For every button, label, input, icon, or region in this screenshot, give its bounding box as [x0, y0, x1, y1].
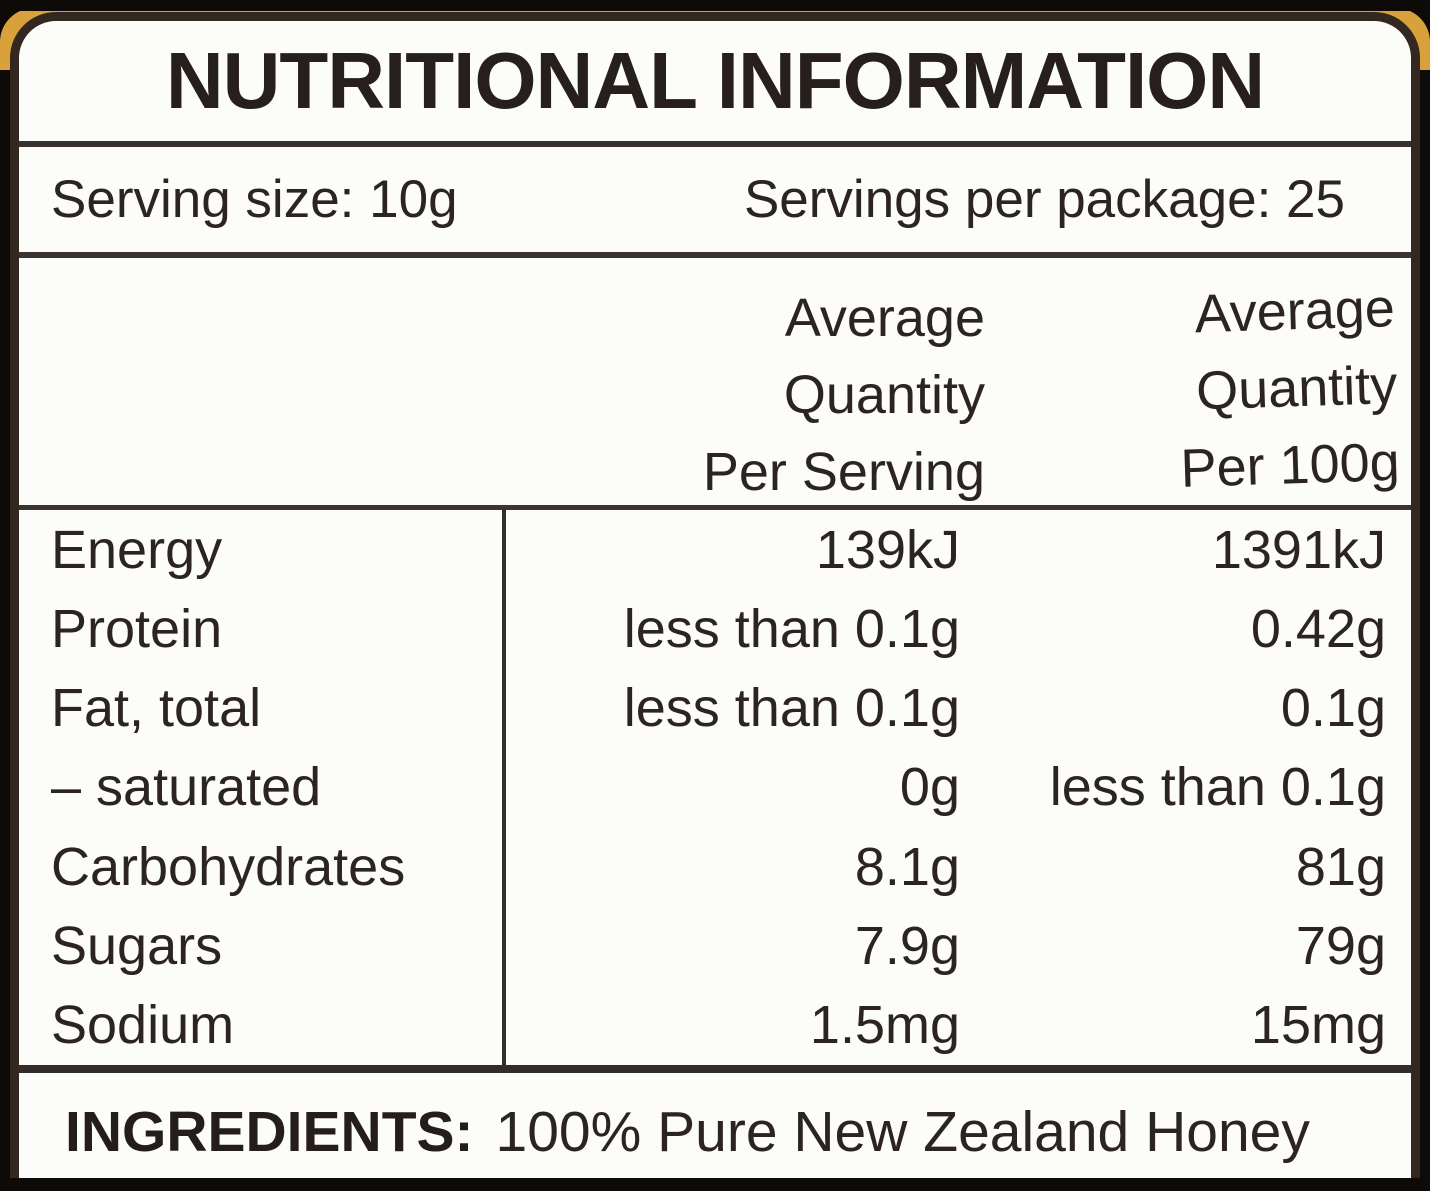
- value-per-serving: 139kJ: [815, 519, 960, 580]
- photo-crop-top-bar: [0, 0, 1430, 11]
- ingredients-label: INGREDIENTS:: [65, 1100, 474, 1164]
- servings-per-package-text: Servings per package: 25: [743, 170, 1345, 229]
- nutrient-name: Carbohydrates: [51, 836, 406, 897]
- ingredients-section: INGREDIENTS: 100% Pure New Zealand Honey: [19, 1073, 1411, 1191]
- header-line: Quantity: [783, 365, 985, 425]
- value-per-serving: 7.9g: [854, 916, 960, 977]
- nutrient-name: Sugars: [51, 916, 223, 977]
- column-headers-section: Average Quantity Per Serving Average Qua…: [19, 258, 1411, 510]
- nutrient-name: Energy: [51, 519, 223, 580]
- value-per-100g: 15mg: [1250, 995, 1386, 1056]
- value-per-serving: 8.1g: [854, 836, 960, 897]
- photo-crop-bottom-bar: [0, 1178, 1430, 1191]
- column-divider-line: [502, 510, 506, 1065]
- nutrient-name: Protein: [51, 598, 223, 659]
- header-line: Per 100g: [1179, 431, 1401, 499]
- value-per-100g: 0.1g: [1280, 678, 1386, 739]
- nutrient-table: Energy 139kJ 1391kJ Protein less than 0.…: [19, 510, 1411, 1073]
- header-line: Quantity: [1195, 355, 1398, 422]
- serving-info-section: Serving size: 10g Servings per package: …: [19, 147, 1411, 258]
- table-row-sodium: Sodium 1.5mg 15mg: [19, 986, 1411, 1065]
- value-per-100g: less than 0.1g: [1049, 757, 1386, 818]
- title-section: NUTRITIONAL INFORMATION: [19, 21, 1411, 147]
- value-per-serving: less than 0.1g: [623, 678, 960, 739]
- nutrient-name: Sodium: [51, 995, 235, 1056]
- value-per-100g: 1391kJ: [1211, 519, 1386, 580]
- value-per-100g: 79g: [1295, 916, 1386, 977]
- header-line: Per Serving: [702, 442, 985, 502]
- value-per-serving: 0g: [899, 757, 960, 818]
- value-per-100g: 81g: [1295, 836, 1386, 897]
- value-per-serving: 1.5mg: [809, 995, 960, 1056]
- nutrient-name: Fat, total: [51, 678, 262, 739]
- ingredients-value: 100% Pure New Zealand Honey: [495, 1100, 1310, 1164]
- table-row-fat-total: Fat, total less than 0.1g 0.1g: [19, 669, 1411, 748]
- table-row-carbohydrates: Carbohydrates 8.1g 81g: [19, 827, 1411, 906]
- table-row-saturated-fat: – saturated 0g less than 0.1g: [19, 748, 1411, 827]
- column-header-per-serving: Average Quantity Per Serving: [703, 280, 985, 511]
- table-row-energy: Energy 139kJ 1391kJ: [19, 510, 1411, 589]
- header-line: Average: [1193, 278, 1396, 345]
- table-row-sugars: Sugars 7.9g 79g: [19, 906, 1411, 985]
- value-per-100g: 0.42g: [1250, 598, 1386, 659]
- nutrient-name: – saturated: [51, 757, 322, 818]
- header-line: Average: [784, 288, 985, 348]
- table-row-protein: Protein less than 0.1g 0.42g: [19, 589, 1411, 668]
- serving-size-text: Serving size: 10g: [51, 170, 458, 229]
- column-header-per-100g: Average Quantity Per 100g: [1174, 270, 1400, 508]
- nutrition-information-panel: NUTRITIONAL INFORMATION Serving size: 10…: [10, 12, 1420, 1191]
- value-per-serving: less than 0.1g: [623, 598, 960, 659]
- panel-title: NUTRITIONAL INFORMATION: [165, 36, 1265, 125]
